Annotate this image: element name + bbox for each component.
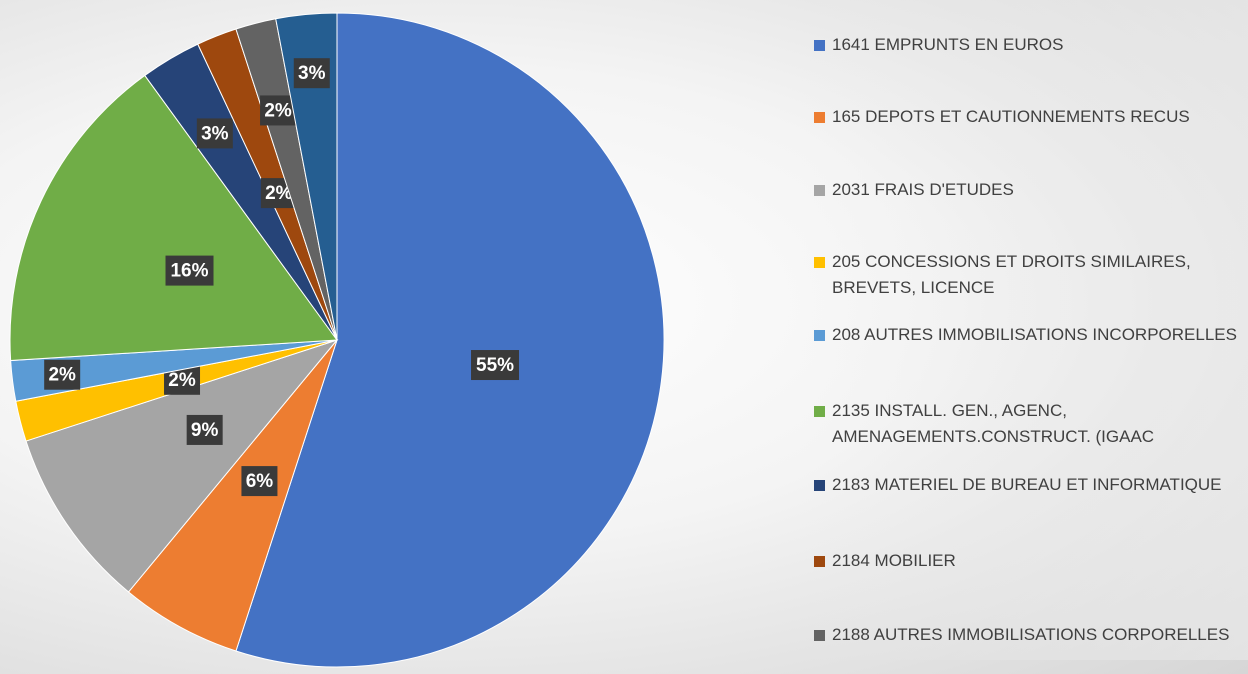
legend-entry: 205 CONCESSIONS ET DROITS SIMILAIRES, BR…	[814, 249, 1248, 301]
data-label-group: 2%	[260, 95, 297, 126]
legend-swatch	[814, 330, 825, 341]
legend-label: 2184 MOBILIER	[832, 551, 956, 570]
legend-entry: 2183 MATERIEL DE BUREAU ET INFORMATIQUE	[814, 472, 1248, 498]
legend-label: 1641 EMPRUNTS EN EUROS	[832, 35, 1064, 54]
data-label-box	[186, 414, 223, 445]
data-label: 2%	[265, 183, 293, 204]
legend-label: 2188 AUTRES IMMOBILISATIONS CORPORELLES	[832, 625, 1230, 644]
data-label-group: 3%	[293, 58, 330, 89]
data-label: 2%	[48, 365, 76, 386]
data-label: 6%	[246, 471, 274, 492]
data-label-box	[165, 255, 214, 286]
legend-entry: 2031 FRAIS D'ETUDES	[814, 177, 1248, 203]
data-label: 16%	[170, 261, 208, 282]
legend-entry: 208 AUTRES IMMOBILISATIONS INCORPORELLES	[814, 322, 1248, 348]
legend-swatch	[814, 630, 825, 641]
data-label-group: 2%	[44, 359, 81, 390]
legend-entry: 1641 EMPRUNTS EN EUROS	[814, 32, 1248, 58]
data-label: 3%	[298, 63, 326, 84]
data-label: 2%	[168, 370, 196, 391]
legend-label: 165 DEPOTS ET CAUTIONNEMENTS RECUS	[832, 107, 1190, 126]
pie-slice	[25, 338, 339, 593]
pie-slice	[235, 12, 665, 668]
legend-label: 2135 INSTALL. GEN., AGENC, AMENAGEMENTS.…	[832, 401, 1155, 446]
data-label-box	[44, 359, 81, 390]
legend-swatch	[814, 185, 825, 196]
pie-slice	[127, 339, 338, 652]
legend: 1641 EMPRUNTS EN EUROS 165 DEPOTS ET CAUT…	[800, 0, 1248, 660]
legend-entry: 2135 INSTALL. GEN., AGENC, AMENAGEMENTS.…	[814, 398, 1248, 450]
legend-label: 2031 FRAIS D'ETUDES	[832, 180, 1014, 199]
legend-swatch	[814, 480, 825, 491]
legend-swatch	[814, 406, 825, 417]
data-label-group: 6%	[241, 466, 278, 497]
legend-swatch	[814, 112, 825, 123]
data-label: 2%	[264, 100, 292, 121]
legend-entry: 165 DEPOTS ET CAUTIONNEMENTS RECUS	[814, 104, 1248, 130]
data-label-box	[293, 58, 330, 89]
data-label-group: 55%	[471, 350, 520, 381]
data-label: 9%	[191, 420, 219, 441]
data-label: 55%	[476, 355, 514, 376]
legend-entry: 2188 AUTRES IMMOBILISATIONS CORPORELLES	[814, 622, 1248, 648]
legend-swatch	[814, 257, 825, 268]
data-label-group: 3%	[196, 118, 233, 149]
data-label-group: 16%	[165, 255, 214, 286]
data-label-box	[241, 466, 278, 497]
legend-swatch	[814, 556, 825, 567]
chart: 55% 6% 9% 2% 2% 16% 3% 2% 2% 3%	[9, 12, 665, 668]
legend-label: 2183 MATERIEL DE BUREAU ET INFORMATIQUE	[832, 475, 1222, 494]
legend-label: 208 AUTRES IMMOBILISATIONS INCORPORELLES	[832, 325, 1237, 344]
pie-slice	[275, 12, 338, 341]
data-label: 3%	[201, 123, 229, 144]
data-label-box	[260, 95, 297, 126]
legend-entry: 2184 MOBILIER	[814, 548, 1248, 574]
data-label-group: 9%	[186, 414, 223, 445]
legend-swatch	[814, 40, 825, 51]
pie-slice	[9, 74, 338, 362]
legend-label: 205 CONCESSIONS ET DROITS SIMILAIRES, BR…	[832, 252, 1191, 297]
data-label-box	[471, 350, 520, 381]
data-label-box	[196, 118, 233, 149]
